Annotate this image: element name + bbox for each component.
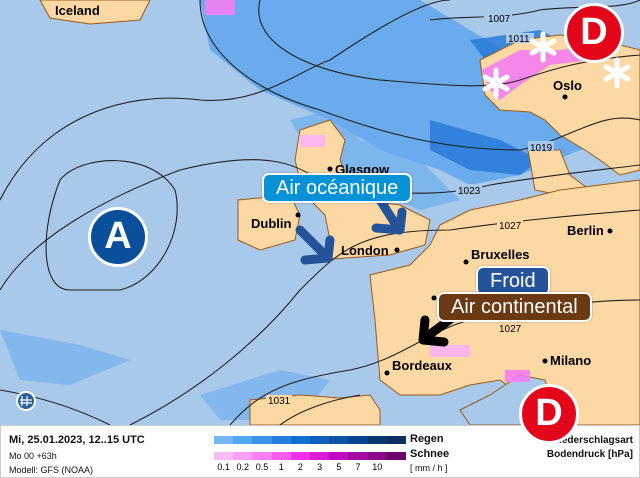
globe-logo-icon: [16, 391, 36, 411]
rain-scale-swatch: [310, 436, 330, 444]
snowflake-icons: [482, 31, 631, 99]
scale-tick: 2: [297, 462, 303, 472]
rain-scale-swatch: [329, 436, 349, 444]
city-dublin: Dublin: [251, 216, 291, 231]
city-milano: Milano: [550, 353, 591, 368]
snow-scale-swatch: [252, 452, 272, 460]
froid-label: Froid: [476, 266, 550, 296]
snow-scale-swatch: [386, 452, 407, 460]
snow-scale-swatch: [310, 452, 330, 460]
rain-scale-swatch: [290, 436, 311, 444]
precipitation-snow: [205, 0, 600, 382]
scale-tick: 0.5: [255, 462, 269, 472]
air-continental-label: Air continental: [437, 292, 592, 322]
isobar-label: 1031: [268, 396, 291, 407]
rain-label: Regen: [410, 433, 444, 445]
isobar-label: 1019: [530, 143, 553, 154]
city-iceland: Iceland: [55, 3, 100, 18]
isobar-label: 1027: [499, 324, 522, 335]
pressure-label: Bodendruck [hPa]: [546, 449, 633, 460]
snow-scale-swatch: [290, 452, 311, 460]
city-oslo: Oslo: [553, 78, 582, 93]
city-bruxelles: Bruxelles: [471, 247, 530, 262]
snow-scale-swatch: [348, 452, 368, 460]
snow-label: Schnee: [410, 448, 450, 460]
high-pressure-marker: A: [88, 207, 148, 267]
scale-tick: 0.1: [217, 462, 230, 472]
city-london: London: [341, 243, 389, 258]
weather-map: 1007 1011 1019 1023 1027 1027 1031 Icela…: [0, 0, 640, 425]
rain-scale-swatch: [367, 436, 387, 444]
isobar-labels: 1007 1011 1019 1023 1027 1027 1031: [266, 13, 554, 407]
snowflake-icon: [529, 31, 557, 63]
scale-tick: 10: [372, 462, 383, 472]
rain-scale-swatch: [271, 436, 291, 444]
snow-color-scale: [214, 452, 407, 460]
model-name: Modell: GFS (NOAA): [9, 465, 94, 475]
snow-scale-swatch: [214, 452, 234, 460]
snow-scale-swatch: [233, 452, 253, 460]
low-pressure-marker: D: [564, 3, 624, 63]
isobar-label: 1023: [458, 186, 481, 197]
forecast-date: Mi, 25.01.2023, 12..15 UTC: [9, 434, 145, 446]
isobar-label: 1011: [508, 34, 530, 45]
scale-ticks: 0.1 0.2 0.5 1 2 3 5 7 10: [214, 462, 406, 472]
scale-tick: 3: [317, 462, 323, 472]
scale-tick: 0.2: [236, 462, 250, 472]
air-oceanique-label: Air océanique: [262, 173, 413, 203]
city-berlin: Berlin: [567, 223, 604, 238]
city-bordeaux: Bordeaux: [392, 358, 453, 373]
arrow-icon: [295, 225, 335, 265]
snowflake-icon: [482, 67, 510, 99]
low-pressure-marker: D: [519, 384, 579, 444]
rain-scale-swatch: [214, 436, 234, 444]
isobar-label: 1007: [488, 14, 511, 25]
snow-scale-swatch: [271, 452, 291, 460]
precip-type-label: Niederschlagsart: [551, 435, 633, 446]
rain-scale-swatch: [348, 436, 368, 444]
snow-scale-swatch: [329, 452, 349, 460]
rain-color-scale: [214, 436, 407, 444]
scale-tick: 7: [355, 462, 361, 472]
rain-scale-swatch: [233, 436, 253, 444]
snow-scale-swatch: [367, 452, 387, 460]
forecast-run: Mo 00 +63h: [9, 451, 57, 461]
rain-scale-swatch: [386, 436, 407, 444]
scale-tick: 5: [336, 462, 342, 472]
snowflake-icon: [603, 57, 631, 89]
arrow-icon: [371, 195, 407, 235]
rain-scale-swatch: [252, 436, 272, 444]
isobar-label: 1027: [499, 221, 522, 232]
unit-label: [ mm / h ]: [410, 463, 448, 473]
scale-tick: 1: [278, 462, 284, 472]
